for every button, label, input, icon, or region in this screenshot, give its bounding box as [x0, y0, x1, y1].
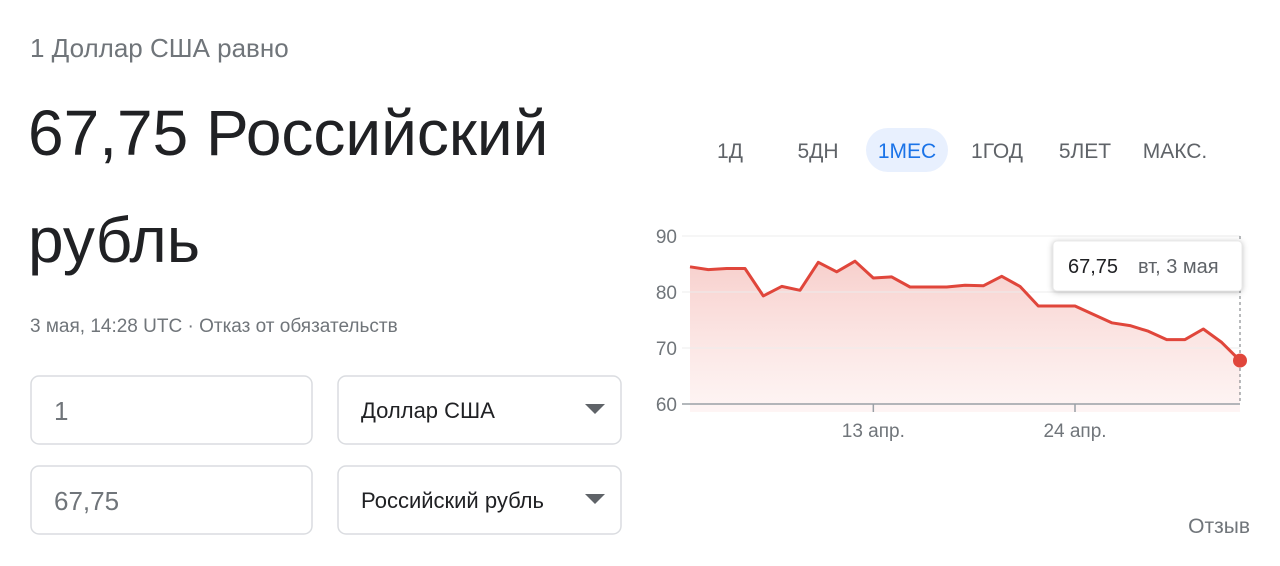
x-tick-label: 24 апр. [1043, 421, 1106, 442]
tab-label[interactable]: 5ЛЕТ [1059, 140, 1111, 163]
current-point [1233, 353, 1247, 368]
tooltip-date: вт, 3 мая [1138, 256, 1219, 278]
range-tab[interactable]: 1ГОД [971, 140, 1023, 163]
input-box[interactable] [30, 375, 313, 445]
price-line [689, 259, 1242, 362]
range-tab[interactable]: 1Д [717, 140, 743, 163]
range-tab[interactable]: 1МЕС [866, 128, 948, 172]
tooltip-box [1052, 240, 1243, 292]
tooltip: 67,75 вт, 3 мая [1052, 240, 1243, 292]
currency-select[interactable]: Доллар США [337, 375, 622, 445]
input-value: 1 [54, 396, 68, 426]
select-box[interactable] [337, 465, 622, 535]
range-tab[interactable]: МАКС. [1143, 140, 1208, 163]
area-fill [690, 261, 1240, 412]
amount-input[interactable]: 67,75 [30, 465, 313, 535]
y-tick-label: 90 [656, 227, 677, 248]
result-unit: рубль [28, 204, 200, 276]
tab-label[interactable]: 1Д [717, 140, 743, 163]
tab-highlight [866, 128, 948, 172]
result-value: 67,75 Российский [28, 97, 548, 169]
input-box[interactable] [30, 465, 313, 535]
currency-select[interactable]: Российский рубль [337, 465, 622, 535]
tooltip-value: 67,75 [1068, 256, 1118, 278]
select-value: Российский рубль [361, 488, 544, 513]
timestamp-line: 3 мая, 14:28 UTC · Отказ от обязательств [30, 316, 398, 337]
x-tick-label: 13 апр. [842, 421, 905, 442]
subtitle: 1 Доллар США равно [30, 33, 289, 63]
y-tick-label: 70 [656, 339, 677, 360]
range-tab[interactable]: 5ДН [797, 140, 838, 163]
disclaimer-link[interactable]: Отказ от обязательств [199, 316, 398, 337]
range-tab[interactable]: 5ЛЕТ [1059, 140, 1111, 163]
input-value: 67,75 [54, 486, 119, 516]
tab-label[interactable]: МАКС. [1143, 140, 1208, 163]
dropdown-arrow [585, 494, 605, 504]
feedback-link[interactable]: Отзыв [1188, 515, 1250, 538]
y-tick-label: 60 [656, 395, 677, 416]
select-value: Доллар США [361, 398, 495, 423]
timestamp: 3 мая, 14:28 UTC · [30, 316, 199, 337]
tab-label[interactable]: 1МЕС [878, 140, 936, 163]
y-tick-label: 80 [656, 283, 677, 304]
select-box[interactable] [337, 375, 622, 445]
amount-input[interactable]: 1 [30, 375, 313, 445]
tab-label[interactable]: 5ДН [797, 140, 838, 163]
tab-label[interactable]: 1ГОД [971, 140, 1023, 163]
dropdown-arrow [585, 404, 605, 414]
